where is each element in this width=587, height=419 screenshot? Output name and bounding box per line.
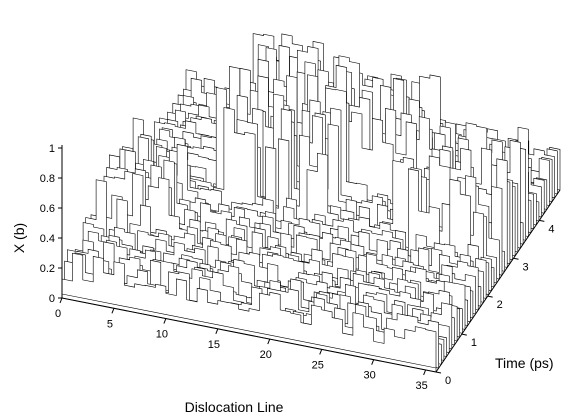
y-ticks: 0 1 2 3 4: [435, 219, 554, 387]
x-axis-label: Dislocation Line: [185, 399, 284, 415]
x-tick-label: 35: [415, 380, 427, 392]
y-tick-label: 3: [523, 261, 529, 273]
y-tick-mark: [461, 333, 467, 336]
z-tick-label: 0.4: [40, 233, 55, 245]
x-ticks: 0 5 10 15 20 25 30 35: [55, 297, 428, 392]
x-axis: 0 5 10 15 20 25 30 35 Dislocation Line: [55, 293, 437, 415]
y-tick-label: 1: [471, 337, 477, 349]
z-tick-label: 0.8: [40, 173, 55, 185]
y-tick-mark: [487, 295, 493, 298]
x-tick-mark: [163, 318, 167, 324]
z-tick-label: 0.2: [40, 263, 55, 275]
z-axis-label: X (b): [11, 223, 27, 253]
x-tick-label: 0: [55, 308, 61, 320]
x-tick-mark: [371, 359, 375, 365]
z-ticks: 0 0.2 0.4 0.6 0.8 1: [40, 143, 62, 305]
y-axis-label: Time (ps): [495, 355, 554, 371]
y-tick-mark: [539, 219, 545, 222]
surface-traces: [61, 33, 561, 373]
y-tick-label: 0: [445, 375, 451, 387]
x-tick-mark: [111, 308, 115, 314]
x-tick-mark: [423, 369, 427, 376]
z-axis: 0 0.2 0.4 0.6 0.8 1 X (b): [11, 143, 63, 305]
y-tick-label: 4: [548, 223, 554, 235]
z-tick-label: 0: [49, 293, 55, 305]
y-tick-label: 2: [497, 299, 503, 311]
z-tick-label: 1: [49, 143, 55, 155]
x-tick-mark: [215, 328, 219, 335]
x-tick-mark: [267, 338, 271, 345]
x-tick-label: 10: [156, 329, 168, 341]
x-tick-mark: [319, 349, 323, 355]
y-axis: 0 1 2 3 4 Time (ps): [435, 189, 561, 387]
surface-trace: [61, 252, 437, 373]
z-tick-label: 0.6: [40, 203, 55, 215]
y-tick-mark: [513, 257, 519, 260]
y-tick-mark: [435, 371, 442, 374]
x-axis-line-secondary: [61, 293, 437, 369]
x-tick-label: 5: [107, 318, 113, 330]
x-tick-label: 25: [312, 359, 324, 371]
x-tick-mark: [59, 297, 63, 304]
x-tick-label: 30: [364, 370, 376, 382]
x-tick-label: 15: [208, 339, 220, 351]
x-tick-label: 20: [260, 349, 272, 361]
